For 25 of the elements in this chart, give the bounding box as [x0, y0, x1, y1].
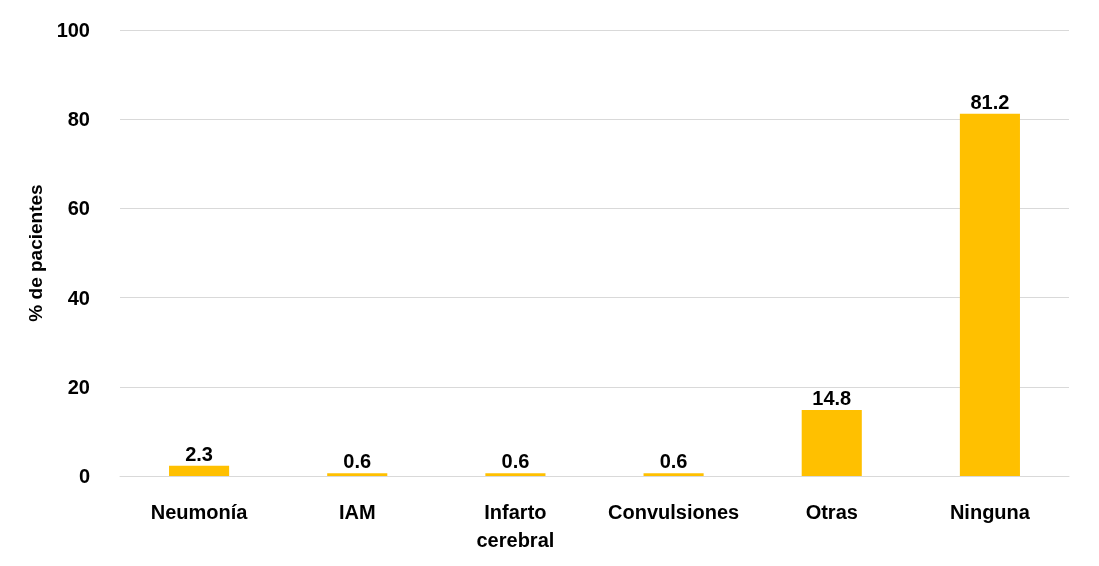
bar: [801, 409, 862, 476]
bar: [169, 465, 230, 476]
y-tick-label: 20: [67, 375, 90, 398]
data-label: 0.6: [659, 450, 688, 473]
bar: [485, 473, 546, 476]
x-tick-label: IAM: [338, 501, 376, 523]
y-axis-title: % de pacientes: [25, 184, 46, 322]
y-tick-label: 0: [78, 465, 90, 487]
bar: [643, 473, 704, 476]
data-label: 0.6: [501, 450, 530, 473]
data-label: 2.3: [185, 442, 213, 465]
x-tick-label: Otras: [805, 501, 858, 523]
bar: [327, 473, 388, 476]
x-tick-label: Convulsiones: [608, 501, 740, 523]
bar: [959, 113, 1020, 476]
y-tick-label: 60: [67, 197, 90, 220]
x-tick-label: Neumonía: [150, 501, 249, 523]
y-tick-label: 80: [67, 108, 90, 131]
data-label: 81.2: [970, 90, 1010, 113]
y-tick-label: 100: [56, 19, 90, 41]
data-label: 14.8: [812, 386, 852, 409]
x-tick-label: Infarto cerebral: [476, 501, 555, 551]
x-tick-label: Ninguna: [949, 501, 1031, 523]
y-tick-label: 40: [67, 286, 90, 309]
data-label: 0.6: [343, 450, 372, 473]
